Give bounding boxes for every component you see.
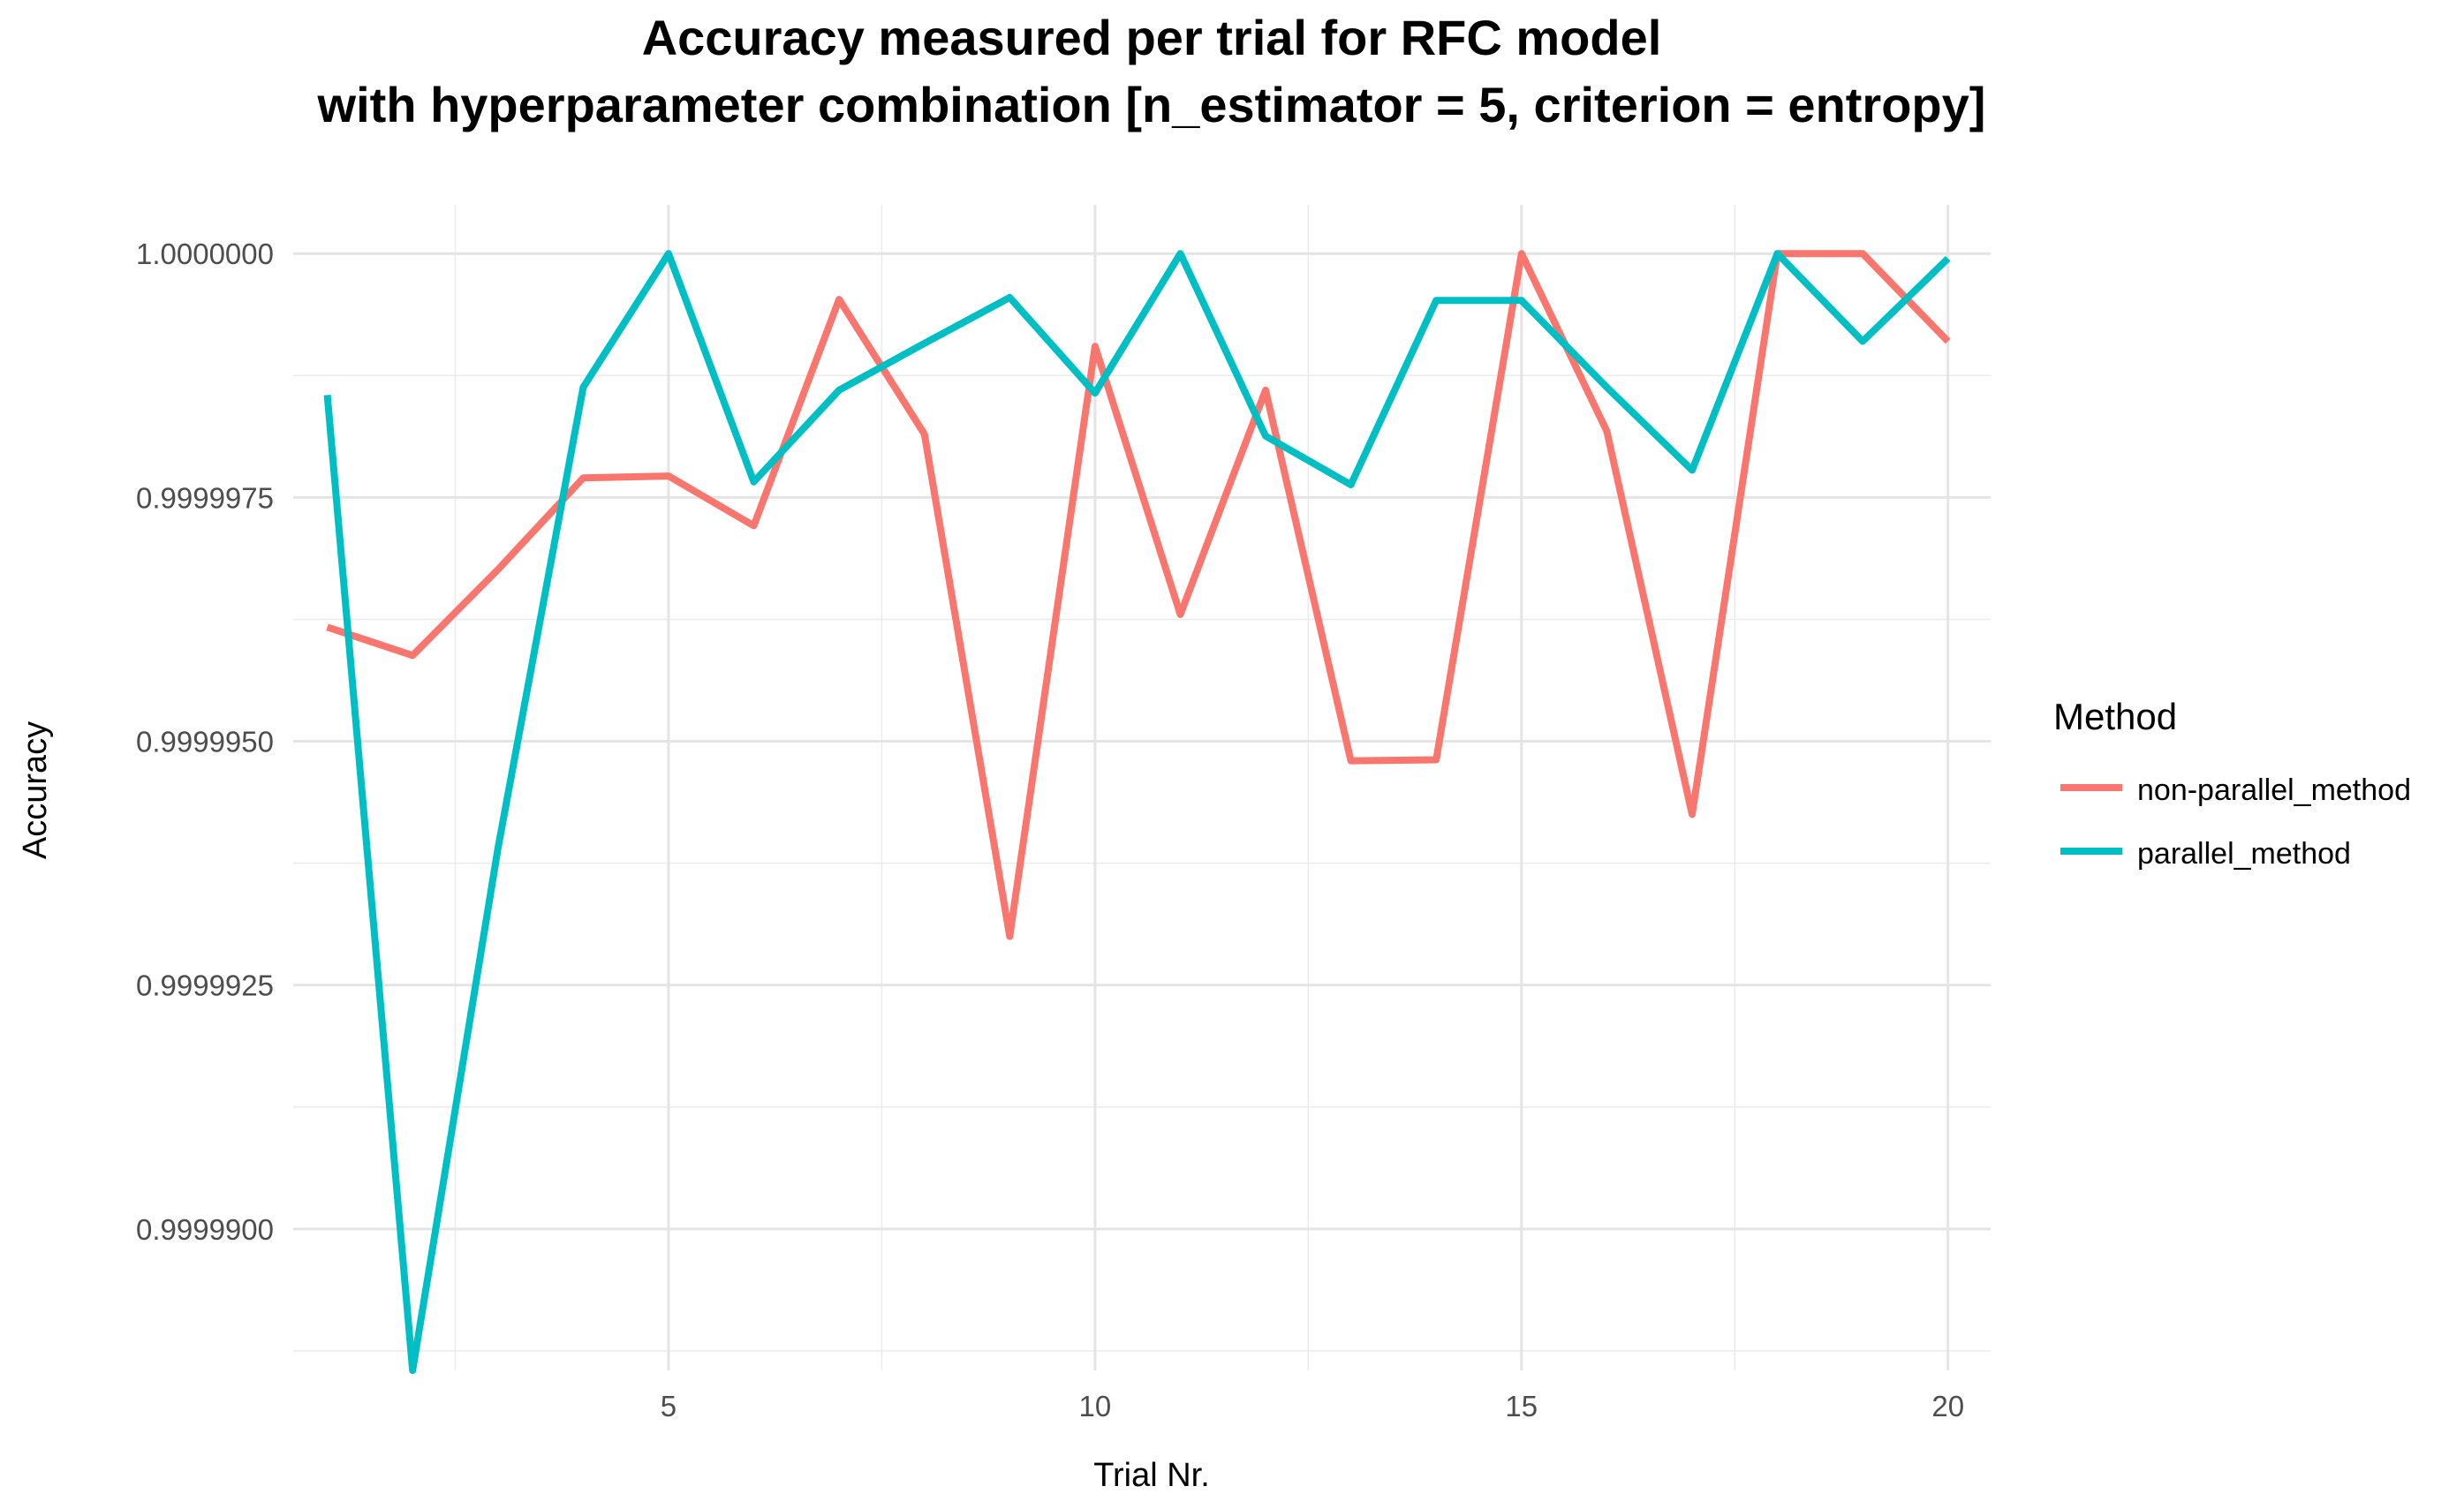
y-axis-title: Accuracy	[17, 721, 54, 859]
x-axis-tick-labels: 5 10 15 20	[661, 1390, 1964, 1422]
chart-subtitle: with hyperparameter combination [n_estim…	[317, 77, 1986, 132]
y-tick-label: 1.0000000	[136, 238, 274, 270]
x-axis-title: Trial Nr.	[1093, 1457, 1210, 1494]
legend: Method non-parallel_method parallel_meth…	[2053, 696, 2411, 871]
x-tick-label: 5	[661, 1390, 676, 1422]
y-tick-label: 0.9999925	[136, 970, 274, 1002]
y-axis-tick-labels: 0.9999900 0.9999925 0.9999950 0.9999975 1.00…	[136, 238, 274, 1246]
y-tick-label: 0.9999950	[136, 726, 274, 758]
y-tick-label: 0.9999975	[136, 481, 274, 514]
chart-title: Accuracy measured per trial for RFC mode…	[642, 10, 1662, 65]
legend-label-parallel-method: parallel_method	[2137, 837, 2351, 871]
x-tick-label: 20	[1931, 1390, 1964, 1422]
legend-label-non-parallel-method: non-parallel_method	[2137, 773, 2411, 807]
series-line-parallel-method	[323, 250, 1951, 1374]
series-lines	[323, 250, 1951, 1374]
x-tick-label: 15	[1505, 1390, 1538, 1422]
x-tick-label: 10	[1079, 1390, 1112, 1422]
legend-title: Method	[2053, 696, 2177, 737]
minor-gridlines	[293, 205, 1991, 1370]
y-tick-label: 0.9999900	[136, 1213, 274, 1246]
series-line-non-parallel-method	[326, 250, 1951, 940]
